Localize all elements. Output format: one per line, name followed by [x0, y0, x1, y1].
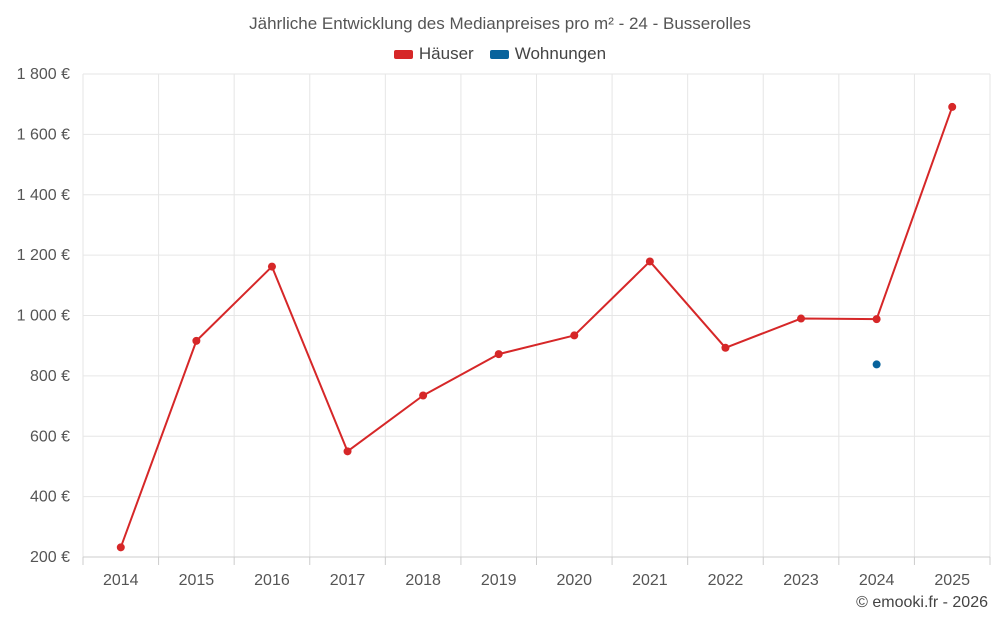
data-point-haeuser[interactable]	[948, 102, 957, 111]
y-tick-label: 600 €	[30, 428, 70, 445]
data-point-haeuser[interactable]	[192, 336, 201, 345]
data-point-haeuser[interactable]	[419, 391, 428, 400]
credit-text: © emooki.fr - 2026	[856, 594, 988, 611]
data-point-haeuser[interactable]	[267, 262, 276, 271]
y-tick-label: 200 €	[30, 549, 70, 566]
x-tick-label: 2015	[179, 572, 215, 589]
data-point-haeuser[interactable]	[797, 314, 806, 323]
x-tick-label: 2023	[783, 572, 819, 589]
y-tick-label: 1 600 €	[17, 126, 70, 143]
x-tick-label: 2021	[632, 572, 668, 589]
x-tick-label: 2020	[556, 572, 592, 589]
data-point-haeuser[interactable]	[721, 343, 730, 352]
data-point-haeuser[interactable]	[494, 350, 503, 359]
y-tick-label: 1 800 €	[17, 66, 70, 83]
y-tick-label: 1 400 €	[17, 187, 70, 204]
x-tick-label: 2018	[405, 572, 441, 589]
data-point-haeuser[interactable]	[343, 447, 352, 456]
y-tick-label: 400 €	[30, 489, 70, 506]
legend-swatch-wohnungen	[489, 49, 509, 59]
axis-layer: 200 € 400 € 600 € 800 € 1 000 € 1 200 € 1 400 …	[17, 66, 991, 589]
legend-swatch-haeuser	[393, 49, 413, 59]
legend-label-wohnungen: Wohnungen	[514, 44, 607, 63]
legend-item-haeuser[interactable]: Häuser	[393, 44, 474, 64]
chart-title: Jährliche Entwicklung des Medianpreises …	[249, 14, 751, 33]
chart-legend: Häuser Wohnungen	[0, 44, 1000, 64]
y-tick-label: 800 €	[30, 368, 70, 385]
legend-item-wohnungen[interactable]: Wohnungen	[489, 44, 607, 64]
data-point-haeuser[interactable]	[645, 257, 654, 266]
data-point-haeuser[interactable]	[570, 331, 579, 340]
legend-label-haeuser: Häuser	[418, 44, 474, 63]
x-tick-label: 2025	[934, 572, 970, 589]
series-line-haeuser	[119, 106, 954, 548]
data-point-wohnungen[interactable]	[872, 360, 881, 369]
x-tick-label: 2024	[859, 572, 895, 589]
series-layer	[116, 102, 957, 552]
data-point-haeuser[interactable]	[116, 543, 125, 552]
x-tick-label: 2022	[708, 572, 744, 589]
data-point-haeuser[interactable]	[872, 315, 881, 324]
x-tick-label: 2017	[330, 572, 366, 589]
x-tick-label: 2016	[254, 572, 290, 589]
y-tick-label: 1 200 €	[17, 247, 70, 264]
x-tick-label: 2014	[103, 572, 139, 589]
x-tick-label: 2019	[481, 572, 517, 589]
grid-layer	[82, 73, 991, 558]
y-tick-label: 1 000 €	[17, 308, 70, 325]
